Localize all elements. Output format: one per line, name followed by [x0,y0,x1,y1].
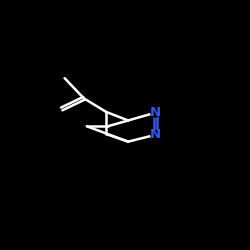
Circle shape [151,131,159,139]
Text: N: N [150,106,161,119]
Text: N: N [150,128,161,141]
Circle shape [151,108,159,117]
